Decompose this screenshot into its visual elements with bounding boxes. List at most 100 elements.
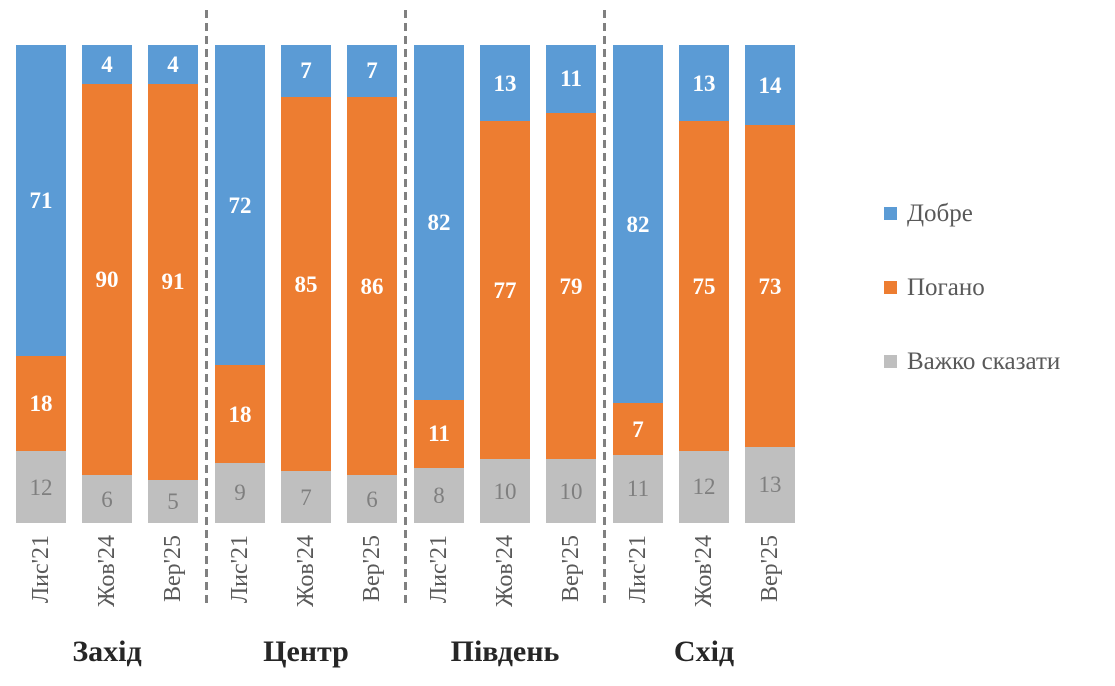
stacked-bar: 14 73 13 (745, 45, 795, 523)
group-label: Захід (72, 635, 142, 668)
bar-group-2: 72 18 9 Лис'21 7 85 7 Жов'24 7 86 6 Вер'25 Центр (215, 45, 397, 667)
legend-item: Добре (884, 198, 1060, 228)
legend-swatch (884, 354, 897, 368)
group-separator-line (603, 10, 606, 606)
bar-segment: 18 (16, 355, 66, 452)
bar-segment: 11 (546, 45, 596, 113)
x-tick: Вер'25 (148, 535, 198, 633)
bar-group-bars: 82 7 11 Лис'21 13 75 12 Жов'24 14 73 13 Вер'25 (613, 45, 795, 633)
bar-segment: 7 (281, 471, 331, 523)
stacked-bar: 4 91 5 (148, 45, 198, 523)
stacked-bar: 72 18 9 (215, 45, 265, 523)
bar-value-label: 12 (29, 474, 53, 500)
bar-value-label: 72 (228, 192, 252, 218)
bar-cell: 11 79 10 Вер'25 (546, 45, 596, 633)
bar-value-label: 71 (29, 187, 53, 213)
legend-label: Добре (907, 199, 973, 227)
bar-segment: 7 (347, 45, 397, 97)
bar-group-3: 82 11 8 Лис'21 13 77 10 Жов'24 11 79 10 Вер'25 Півде… (414, 45, 596, 667)
x-tick-label: Лис'21 (28, 535, 54, 604)
x-tick-label: Лис'21 (426, 535, 452, 604)
bar-segment: 7 (613, 403, 663, 455)
bar-value-label: 90 (95, 267, 119, 293)
legend: Добре Погано Важко сказати (884, 198, 1060, 420)
bar-group-4: 82 7 11 Лис'21 13 75 12 Жов'24 14 73 13 Вер'25 Схід (613, 45, 795, 667)
bar-value-label: 85 (294, 271, 318, 297)
group-label: Південь (450, 635, 560, 668)
bar-value-label: 12 (692, 474, 716, 500)
bar-value-label: 79 (559, 273, 583, 299)
bar-segment: 13 (745, 446, 795, 523)
bar-segment: 77 (480, 121, 530, 460)
bar-value-label: 11 (428, 421, 450, 447)
bar-value-label: 14 (758, 72, 782, 98)
bar-segment: 82 (414, 45, 464, 401)
bar-value-label: 11 (560, 66, 582, 92)
bar-value-label: 13 (493, 70, 517, 96)
bar-segment: 79 (546, 112, 596, 460)
x-tick: Лис'21 (414, 535, 464, 633)
legend-label: Важко сказати (907, 347, 1061, 375)
bar-value-label: 8 (433, 482, 445, 508)
bar-segment: 91 (148, 84, 198, 480)
x-tick-label: Жов'24 (492, 535, 518, 607)
stacked-bar: 71 18 12 (16, 45, 66, 523)
x-tick-label: Вер'25 (160, 535, 186, 602)
x-tick: Жов'24 (679, 535, 729, 633)
bar-segment: 18 (215, 365, 265, 463)
stacked-bar: 82 7 11 (613, 45, 663, 523)
stacked-bar: 82 11 8 (414, 45, 464, 523)
group-label: Центр (263, 635, 349, 668)
bar-value-label: 6 (101, 486, 113, 512)
bar-cell: 7 86 6 Вер'25 (347, 45, 397, 633)
group-separator-line (404, 10, 407, 606)
bar-cell: 13 75 12 Жов'24 (679, 45, 729, 633)
bar-value-label: 73 (758, 273, 782, 299)
bar-value-label: 5 (167, 488, 179, 514)
bar-group-1: 71 18 12 Лис'21 4 90 6 Жов'24 4 91 5 Вер'25 Захід (16, 45, 198, 667)
bar-value-label: 10 (559, 478, 583, 504)
bar-value-label: 4 (101, 52, 113, 78)
bar-value-label: 13 (758, 472, 782, 498)
bar-group-bars: 82 11 8 Лис'21 13 77 10 Жов'24 11 79 10 Вер'25 (414, 45, 596, 633)
bar-cell: 13 77 10 Жов'24 (480, 45, 530, 633)
bar-value-label: 91 (161, 269, 185, 295)
bar-segment: 75 (679, 121, 729, 451)
x-tick-label: Жов'24 (94, 535, 120, 607)
legend-swatch (884, 206, 897, 220)
bar-segment: 9 (215, 462, 265, 523)
bar-cell: 82 11 8 Лис'21 (414, 45, 464, 633)
x-tick: Лис'21 (16, 535, 66, 633)
bar-segment: 12 (679, 450, 729, 523)
bar-segment: 12 (16, 451, 66, 523)
bar-segment: 13 (679, 45, 729, 122)
x-tick-label: Вер'25 (359, 535, 385, 602)
bar-segment: 72 (215, 45, 265, 366)
bar-segment: 82 (613, 45, 663, 404)
bar-segment: 5 (148, 479, 198, 523)
stacked-bar: 7 85 7 (281, 45, 331, 523)
x-tick-label: Лис'21 (227, 535, 253, 604)
x-tick: Вер'25 (347, 535, 397, 633)
bar-value-label: 18 (29, 390, 53, 416)
x-tick: Жов'24 (480, 535, 530, 633)
bar-value-label: 10 (493, 478, 517, 504)
bar-cell: 7 85 7 Жов'24 (281, 45, 331, 633)
bar-segment: 90 (82, 84, 132, 476)
group-separator-line (205, 10, 208, 606)
stacked-bar: 13 75 12 (679, 45, 729, 523)
x-tick: Жов'24 (281, 535, 331, 633)
bar-segment: 6 (82, 475, 132, 523)
bar-cell: 71 18 12 Лис'21 (16, 45, 66, 633)
x-tick-label: Вер'25 (757, 535, 783, 602)
stacked-bar: 7 86 6 (347, 45, 397, 523)
bar-value-label: 9 (234, 480, 246, 506)
bar-value-label: 82 (626, 211, 650, 237)
stacked-bar: 11 79 10 (546, 45, 596, 523)
bar-segment: 13 (480, 45, 530, 122)
bar-segment: 14 (745, 45, 795, 126)
legend-label: Погано (907, 273, 985, 301)
bar-cell: 4 91 5 Вер'25 (148, 45, 198, 633)
plot-area: 71 18 12 Лис'21 4 90 6 Жов'24 4 91 5 Вер'25 Захід 72 1… (16, 10, 795, 667)
x-tick: Лис'21 (215, 535, 265, 633)
